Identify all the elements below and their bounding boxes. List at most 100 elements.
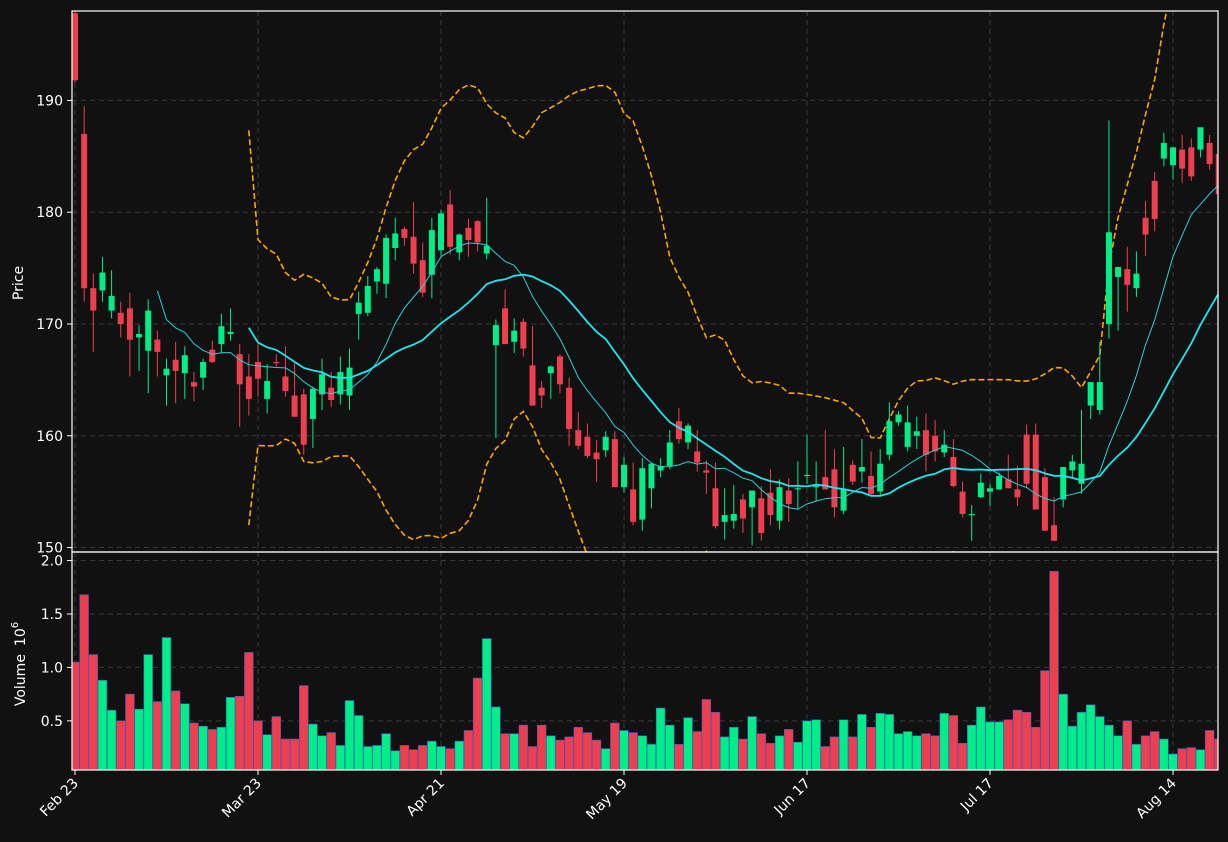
bollinger-bands xyxy=(248,11,1168,552)
volume-bar xyxy=(1049,570,1059,770)
volume-bar xyxy=(875,713,885,770)
candle-body xyxy=(483,245,490,254)
sma-slow-line xyxy=(248,273,1218,497)
volume-bar xyxy=(637,735,648,770)
volume-bar xyxy=(747,716,757,770)
volume-axis-title: Volume 106 xyxy=(10,622,29,706)
candle-body xyxy=(492,325,499,346)
candle-body xyxy=(621,464,627,488)
candle-body xyxy=(593,452,600,460)
candle-body xyxy=(630,489,637,522)
candle-body xyxy=(703,470,710,473)
volume-bar xyxy=(683,717,693,770)
candle-body xyxy=(941,444,948,453)
volume-bar xyxy=(308,723,318,770)
candle-body xyxy=(712,488,719,527)
volume-bar xyxy=(1031,726,1041,770)
candle-body xyxy=(785,490,792,504)
volume-bar xyxy=(198,725,208,770)
candle-body xyxy=(1078,463,1085,484)
volume-bar xyxy=(600,748,611,770)
volume-bar xyxy=(207,729,217,770)
candle-body xyxy=(1151,180,1158,219)
volume-bar xyxy=(1150,731,1160,770)
volume-bar xyxy=(289,738,300,770)
candle-body xyxy=(392,233,399,248)
candle-body xyxy=(611,439,618,488)
candle-body xyxy=(529,365,536,406)
candlesticks xyxy=(72,11,1218,546)
volume-bar xyxy=(591,739,602,770)
volume-bar xyxy=(783,729,794,770)
volume-bar xyxy=(564,736,574,770)
volume-bar xyxy=(729,726,739,770)
candle-body xyxy=(1041,477,1048,531)
volume-bar xyxy=(692,731,702,770)
candle-body xyxy=(108,296,115,311)
volume-bar xyxy=(518,724,529,770)
volume-bar xyxy=(701,699,712,770)
volume-bar xyxy=(793,741,803,770)
volume-bar xyxy=(893,733,904,770)
volume-bar xyxy=(509,733,519,770)
volume-bar xyxy=(427,740,437,770)
bollinger-lower-band xyxy=(248,410,956,552)
candle-body xyxy=(685,425,692,443)
candle-body xyxy=(575,430,582,446)
volume-tick-label: 2.0 xyxy=(41,554,63,570)
volume-bar xyxy=(912,735,922,770)
volume-bar xyxy=(957,742,968,770)
candle-body xyxy=(895,414,902,423)
candle-body xyxy=(1060,467,1067,500)
candle-body xyxy=(1142,217,1149,235)
volume-bar xyxy=(344,700,355,770)
volume-bar xyxy=(976,706,986,770)
candle-body xyxy=(81,133,88,289)
candle-body xyxy=(236,354,243,385)
volume-bar xyxy=(857,714,867,770)
candle-body xyxy=(1206,142,1213,165)
candle-body xyxy=(730,513,737,521)
volume-bar xyxy=(271,716,281,770)
candle-body xyxy=(694,451,701,463)
volume-bar xyxy=(738,738,748,770)
candle-body xyxy=(868,475,875,494)
candle-body xyxy=(172,359,179,371)
candle-body xyxy=(913,431,920,436)
volume-bar xyxy=(472,677,483,770)
candle-body xyxy=(1124,269,1131,285)
price-tick-label: 170 xyxy=(36,317,63,333)
volume-bar xyxy=(1012,709,1023,770)
candle-body xyxy=(218,326,225,345)
volume-bar xyxy=(811,719,821,770)
candle-body xyxy=(273,361,280,364)
candle-body xyxy=(950,456,957,487)
candle-body xyxy=(602,436,609,451)
candle-body xyxy=(1096,382,1103,411)
candle-body xyxy=(264,380,271,399)
sma-fast-line xyxy=(156,184,1218,510)
volume-bar xyxy=(381,733,391,770)
candle-body xyxy=(90,288,97,311)
candle-body xyxy=(410,236,417,264)
volume-bar xyxy=(1058,693,1068,770)
candle-body xyxy=(1005,479,1012,489)
volume-tick-label: 0.5 xyxy=(41,714,63,730)
volume-bar xyxy=(417,745,428,770)
candle-body xyxy=(1179,149,1186,169)
volume-bar xyxy=(500,733,510,770)
volume-bar xyxy=(582,732,593,770)
candle-body xyxy=(136,334,143,338)
candle-body xyxy=(556,356,563,385)
candle-body xyxy=(849,464,856,482)
grid-lines xyxy=(72,11,1218,770)
candle-body xyxy=(648,463,655,489)
candle-body xyxy=(675,421,682,440)
volume-bar xyxy=(262,734,272,770)
candle-body xyxy=(904,422,911,447)
price-tick-label: 150 xyxy=(36,541,63,557)
candle-body xyxy=(813,486,820,488)
candle-body xyxy=(1023,434,1030,484)
volume-bar xyxy=(1168,753,1178,770)
candle-body xyxy=(721,515,728,522)
